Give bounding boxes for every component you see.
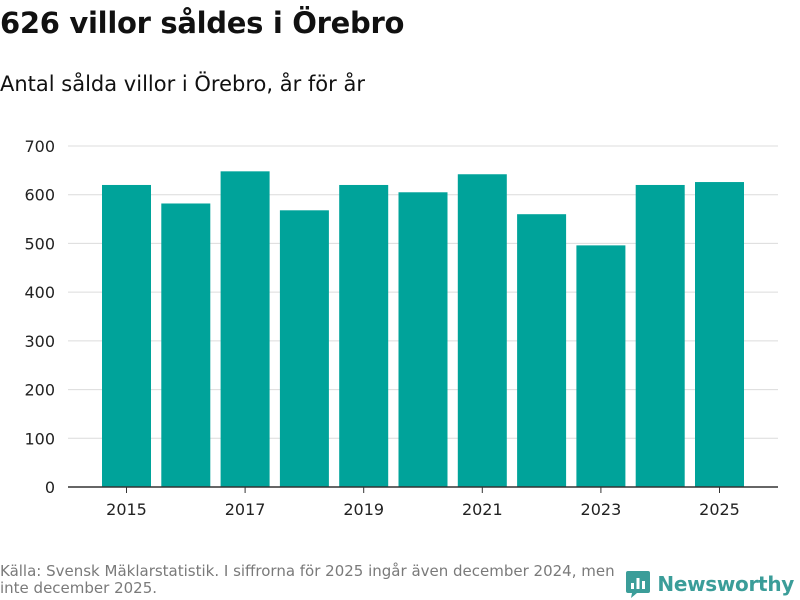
x-tick-label: 2023 [581,500,622,519]
x-tick-label: 2025 [699,500,740,519]
brand-name: Newsworthy [657,572,794,596]
y-axis-ticks: 0 100 200 300 400 500 600 700 [24,137,55,497]
bar-2016 [161,203,211,488]
y-tick-label: 0 [45,478,55,497]
bar-2024 [635,184,685,487]
bar-2019 [339,184,389,487]
bar-2015 [102,184,151,487]
x-tick-label: 2021 [462,500,503,519]
x-axis-ticks: 2015 2017 2019 2021 2023 2025 [106,487,740,519]
newsworthy-logo-icon [626,571,651,598]
bar-2018 [279,210,329,487]
bar-2020 [398,192,448,487]
y-tick-label: 700 [24,137,55,156]
y-tick-label: 400 [24,283,55,302]
brand-logo[interactable]: Newsworthy [625,568,794,600]
x-tick-label: 2019 [343,500,384,519]
y-tick-label: 200 [24,381,55,400]
bar-2022 [517,214,567,487]
y-tick-label: 100 [24,429,55,448]
chart-subtitle: Antal sålda villor i Örebro, år för år [0,72,365,96]
y-tick-label: 500 [24,234,55,253]
bars [102,171,744,488]
y-tick-label: 600 [24,186,55,205]
bar-2017 [220,171,270,487]
bar-2025 [695,182,744,487]
x-tick-label: 2015 [106,500,147,519]
y-tick-label: 300 [24,332,55,351]
bar-2021 [457,174,507,488]
x-tick-label: 2017 [225,500,266,519]
chart-title: 626 villor såldes i Örebro [0,6,405,40]
bar-2023 [576,245,626,487]
source-note: Källa: Svensk Mäklarstatistik. I siffror… [0,562,615,597]
